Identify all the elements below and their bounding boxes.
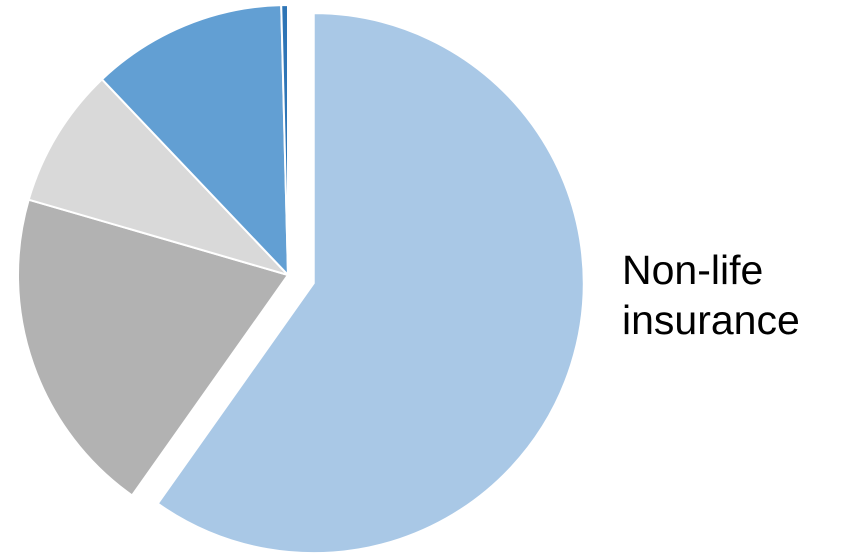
pie-slice-segment-3 <box>27 77 292 277</box>
slice-label-non-life-insurance: Non-life insurance <box>622 247 800 343</box>
pie-slice-segment-2 <box>17 198 290 497</box>
pie-slice-segment-4 <box>100 4 290 278</box>
pie-slice-non-life-insurance <box>156 12 585 555</box>
pie-slice-segment-5 <box>280 3 289 276</box>
